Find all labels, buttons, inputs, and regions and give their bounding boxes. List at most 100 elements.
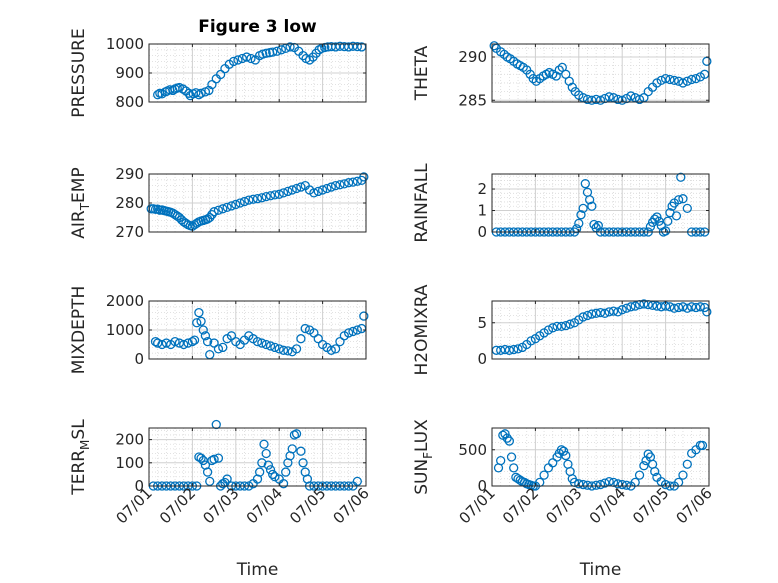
data-point — [255, 467, 265, 477]
y-tick-label: 200 — [115, 431, 144, 449]
data-point — [626, 302, 636, 312]
axes-box — [148, 427, 367, 487]
y-axis-label-subscript: M — [78, 440, 92, 450]
data-point — [348, 326, 358, 337]
data-point — [630, 301, 640, 311]
data-point — [673, 76, 684, 86]
y-tick-label: 0 — [134, 350, 144, 368]
data-point — [669, 75, 679, 86]
axes-background — [149, 428, 366, 486]
data-point — [322, 183, 332, 194]
data-point — [239, 196, 250, 207]
data-point — [339, 179, 349, 189]
data-point — [213, 344, 224, 354]
data-point — [211, 419, 221, 430]
y-tick-label: 0 — [134, 477, 144, 495]
tick-marks — [148, 428, 367, 487]
axes-background — [492, 44, 709, 102]
data-point — [663, 216, 673, 226]
data-point — [697, 440, 708, 451]
data-point — [671, 211, 682, 221]
data-point — [194, 307, 204, 318]
data-point — [258, 49, 268, 59]
data-point — [298, 50, 308, 61]
data-point — [678, 302, 688, 312]
data-point — [595, 307, 606, 318]
data-point — [621, 303, 632, 313]
data-point — [526, 336, 536, 346]
data-point — [348, 177, 358, 187]
data-point — [552, 321, 562, 332]
y-axis-label: TERRMSL — [69, 419, 92, 496]
data-point — [209, 207, 219, 217]
data-point — [196, 88, 206, 98]
y-axis-label: RAINFALL — [412, 163, 432, 243]
data-point — [682, 203, 692, 214]
y-tick-label: 5 — [477, 314, 487, 332]
y-tick-label: 285 — [458, 91, 487, 109]
y-tick-label: 0 — [477, 477, 487, 495]
data-point — [604, 92, 614, 102]
data-point — [270, 472, 280, 482]
minor-grid — [492, 428, 709, 486]
data-point — [678, 470, 688, 480]
data-point — [617, 479, 627, 490]
data-point — [296, 182, 306, 192]
data-point — [574, 218, 584, 229]
data-point — [352, 41, 362, 52]
subplot-pressure: 800 900 1000 PRESSURE Figure 3 low — [69, 17, 367, 118]
data-point — [274, 344, 284, 354]
data-point — [272, 46, 282, 56]
data-point — [283, 346, 293, 356]
axes-box — [491, 300, 710, 360]
data-point — [604, 307, 614, 317]
data-point — [608, 306, 619, 316]
subplot-theta: 285 290 THETA — [412, 41, 712, 109]
data-point — [313, 334, 323, 344]
y-tick-label: 900 — [115, 64, 144, 82]
data-point — [261, 48, 271, 58]
subplot-rainfall: 0 1 2 RAINFALL — [412, 163, 710, 243]
y-axis-label-tail: EMP — [69, 167, 89, 203]
y-tick-label: 1000 — [106, 35, 144, 53]
data-point — [652, 301, 662, 311]
data-point — [198, 455, 208, 466]
data-point — [634, 470, 645, 480]
data-point — [261, 339, 271, 350]
y-tick-label: 270 — [115, 223, 144, 241]
tick-marks — [491, 301, 710, 360]
y-tick-label: 100 — [115, 454, 144, 472]
data-point — [682, 76, 692, 86]
data-point — [504, 345, 515, 355]
data-point — [587, 309, 597, 319]
data-point — [343, 178, 354, 188]
y-tick-label: 800 — [115, 93, 144, 111]
data-point — [241, 52, 252, 62]
data-point — [558, 446, 569, 456]
data-point — [218, 204, 228, 214]
data-point — [554, 65, 564, 75]
data-series — [153, 41, 367, 101]
data-point — [153, 338, 163, 348]
data-point — [339, 41, 349, 52]
data-point — [556, 445, 567, 455]
data-point — [330, 180, 341, 191]
data-point — [209, 454, 219, 464]
y-axis-label-main: H2OMIXRA — [412, 284, 432, 375]
data-point — [215, 69, 226, 80]
data-point — [682, 303, 692, 313]
data-point — [309, 188, 319, 198]
data-point — [613, 307, 623, 317]
y-axis-label-main: TERR — [69, 450, 89, 496]
x-axis-label: Time — [579, 560, 622, 580]
data-point — [335, 180, 345, 190]
data-point — [252, 193, 263, 204]
data-point — [673, 195, 684, 205]
y-tick-label: 0 — [477, 223, 487, 241]
data-point — [226, 331, 237, 341]
data-point — [591, 480, 601, 490]
y-axis-label-main: SUN — [412, 459, 432, 495]
data-point — [196, 316, 206, 326]
data-point — [617, 95, 627, 105]
